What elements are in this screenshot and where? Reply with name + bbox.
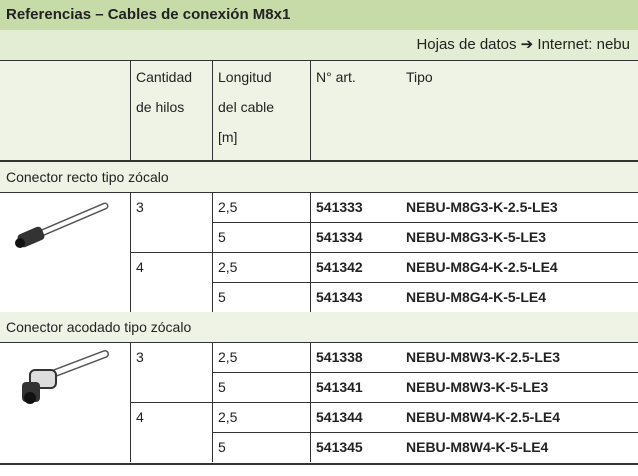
type-code: NEBU-M8W3-K-2.5-LE3 [406,349,561,365]
part-number: 541333 [316,199,363,215]
type-code: NEBU-M8G4-K-2.5-LE4 [406,259,558,275]
section-bg [0,162,638,192]
section-bg [0,312,638,342]
column-rule [310,192,311,312]
row-rule [212,282,638,283]
column-rule [130,192,131,312]
part-number: 541338 [316,349,363,365]
section-title: Conector recto tipo zócalo [6,169,169,185]
column-rule [212,192,213,312]
type-code: NEBU-M8G3-K-5-LE3 [406,229,547,245]
section-title: Conector acodado tipo zócalo [6,319,192,335]
column-header-bg [0,60,638,160]
column-header: [m] [218,129,238,145]
row-rule [130,252,638,253]
part-number: 541345 [316,439,363,455]
length: 2,5 [218,199,238,215]
length: 5 [218,439,226,455]
column-header: del cable [218,99,275,115]
row-rule [0,342,638,343]
subtitle: Hojas de datos ➔ Internet: nebu [416,36,630,53]
type-code: NEBU-M8W4-K-5-LE4 [406,439,549,455]
length: 2,5 [218,349,238,365]
title-bar [0,0,638,30]
part-number: 541334 [316,229,363,245]
rule [0,60,638,61]
bottom-rule [0,463,638,465]
length: 5 [218,289,226,305]
column-rule [310,342,311,462]
row-rule [0,192,638,193]
length: 5 [218,229,226,245]
column-rule [310,60,311,160]
column-header: Tipo [406,69,433,85]
subtitle-bar [0,30,638,60]
row-rule [212,222,638,223]
column-header: de hilos [136,99,185,115]
column-rule [130,342,131,462]
column-rule [212,60,213,160]
part-number: 541343 [316,289,363,305]
column-header: Cantidad [136,69,193,85]
column-rule [130,60,131,160]
type-code: NEBU-M8W4-K-2.5-LE4 [406,409,561,425]
row-rule [130,402,638,403]
part-number: 541342 [316,259,363,275]
row-rule [212,432,638,433]
straight-connector-icon [15,202,109,248]
wires: 4 [136,259,144,275]
column-header: N° art. [316,69,356,85]
wires: 3 [136,199,144,215]
length: 2,5 [218,409,238,425]
angled-connector-icon [22,350,109,404]
type-code: NEBU-M8W3-K-5-LE3 [406,379,549,395]
thick-rule [0,160,638,162]
part-number: 541341 [316,379,363,395]
wires: 4 [136,409,144,425]
column-header: Longitud [218,69,272,85]
length: 5 [218,379,226,395]
length: 2,5 [218,259,238,275]
title: Referencias – Cables de conexión M8x1 [6,6,291,23]
part-number: 541344 [316,409,363,425]
row-rule [212,372,638,373]
type-code: NEBU-M8G3-K-2.5-LE3 [406,199,558,215]
type-code: NEBU-M8G4-K-5-LE4 [406,289,547,305]
column-rule [212,342,213,462]
wires: 3 [136,349,144,365]
